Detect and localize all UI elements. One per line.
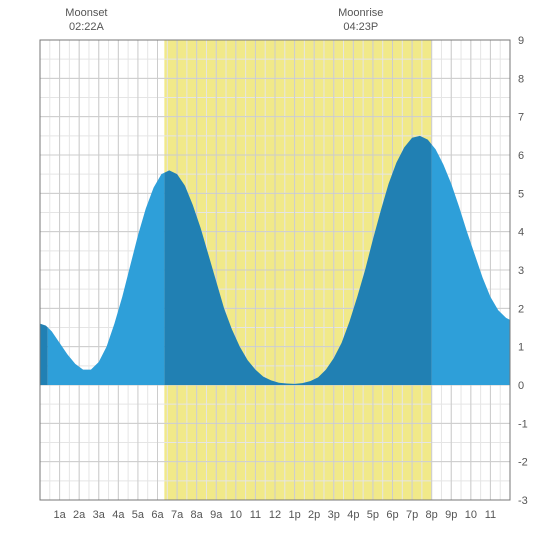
- x-tick-label: 10: [465, 509, 477, 521]
- x-tick-label: 3p: [328, 509, 340, 521]
- y-tick-label: 9: [518, 35, 524, 47]
- x-tick-label: 11: [250, 509, 261, 521]
- x-tick-label: 6p: [386, 509, 398, 521]
- y-tick-label: 3: [518, 265, 524, 277]
- x-tick-label: 9p: [445, 509, 457, 521]
- x-tick-label: 8a: [191, 509, 204, 521]
- y-tick-label: 8: [518, 73, 524, 85]
- y-tick-label: 6: [518, 150, 524, 162]
- x-tick-label: 1a: [53, 509, 66, 521]
- y-tick-label: 7: [518, 112, 524, 124]
- x-tick-label: 3a: [93, 509, 106, 521]
- y-tick-label: 5: [518, 188, 524, 200]
- x-tick-label: 5a: [132, 509, 145, 521]
- x-tick-label: 2p: [308, 509, 320, 521]
- x-tick-label: 11: [485, 509, 496, 521]
- x-tick-label: 7p: [406, 509, 418, 521]
- y-tick-label: -2: [518, 457, 528, 469]
- y-tick-label: 2: [518, 303, 524, 315]
- moonrise-annotation: Moonrise 04:23P: [331, 6, 391, 35]
- moonset-time: 02:22A: [56, 20, 116, 34]
- x-tick-label: 7a: [171, 509, 184, 521]
- y-tick-label: 1: [518, 342, 524, 354]
- x-tick-label: 2a: [73, 509, 86, 521]
- x-tick-label: 4p: [347, 509, 359, 521]
- moonset-title: Moonset: [56, 6, 116, 20]
- x-tick-label: 12: [269, 509, 281, 521]
- x-tick-label: 1p: [288, 509, 300, 521]
- x-tick-label: 10: [230, 509, 242, 521]
- y-tick-label: 4: [518, 227, 524, 239]
- moonrise-time: 04:23P: [331, 20, 391, 34]
- x-tick-label: 6a: [151, 509, 164, 521]
- x-tick-label: 5p: [367, 509, 379, 521]
- moonset-annotation: Moonset 02:22A: [56, 6, 116, 35]
- y-tick-label: 0: [518, 380, 524, 392]
- y-tick-label: -3: [518, 495, 528, 507]
- chart-svg: 1a2a3a4a5a6a7a8a9a1011121p2p3p4p5p6p7p8p…: [0, 0, 550, 550]
- y-tick-label: -1: [518, 418, 528, 430]
- tide-chart: 1a2a3a4a5a6a7a8a9a1011121p2p3p4p5p6p7p8p…: [0, 0, 550, 550]
- x-tick-label: 8p: [426, 509, 438, 521]
- x-tick-label: 9a: [210, 509, 223, 521]
- moonrise-title: Moonrise: [331, 6, 391, 20]
- x-tick-label: 4a: [112, 509, 125, 521]
